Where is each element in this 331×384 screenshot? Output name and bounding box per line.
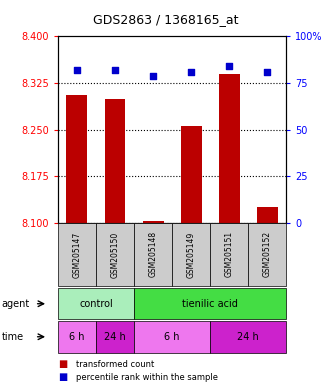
Text: tienilic acid: tienilic acid bbox=[182, 299, 238, 309]
Text: GSM205148: GSM205148 bbox=[149, 231, 158, 278]
Point bbox=[264, 69, 270, 75]
Text: 24 h: 24 h bbox=[104, 332, 126, 342]
Bar bbox=[105, 99, 125, 223]
Bar bbox=[143, 222, 164, 223]
Text: ■: ■ bbox=[58, 359, 67, 369]
Point bbox=[74, 67, 79, 73]
Text: GSM205150: GSM205150 bbox=[111, 231, 119, 278]
Text: time: time bbox=[2, 332, 24, 342]
Text: transformed count: transformed count bbox=[76, 359, 154, 369]
Point bbox=[226, 63, 232, 70]
Bar bbox=[67, 96, 87, 223]
Text: ■: ■ bbox=[58, 372, 67, 382]
Point bbox=[150, 73, 156, 79]
Text: GSM205149: GSM205149 bbox=[187, 231, 196, 278]
Text: GSM205147: GSM205147 bbox=[72, 231, 81, 278]
Text: 6 h: 6 h bbox=[165, 332, 180, 342]
Text: percentile rank within the sample: percentile rank within the sample bbox=[76, 372, 218, 382]
Bar bbox=[181, 126, 202, 223]
Point bbox=[112, 67, 118, 73]
Text: 24 h: 24 h bbox=[237, 332, 259, 342]
Text: GDS2863 / 1368165_at: GDS2863 / 1368165_at bbox=[93, 13, 238, 26]
Text: control: control bbox=[79, 299, 113, 309]
Text: GSM205151: GSM205151 bbox=[225, 231, 234, 278]
Point bbox=[188, 69, 194, 75]
Text: agent: agent bbox=[2, 299, 30, 309]
Text: 6 h: 6 h bbox=[69, 332, 85, 342]
Bar bbox=[219, 74, 240, 223]
Bar bbox=[257, 207, 278, 223]
Text: GSM205152: GSM205152 bbox=[263, 231, 272, 278]
